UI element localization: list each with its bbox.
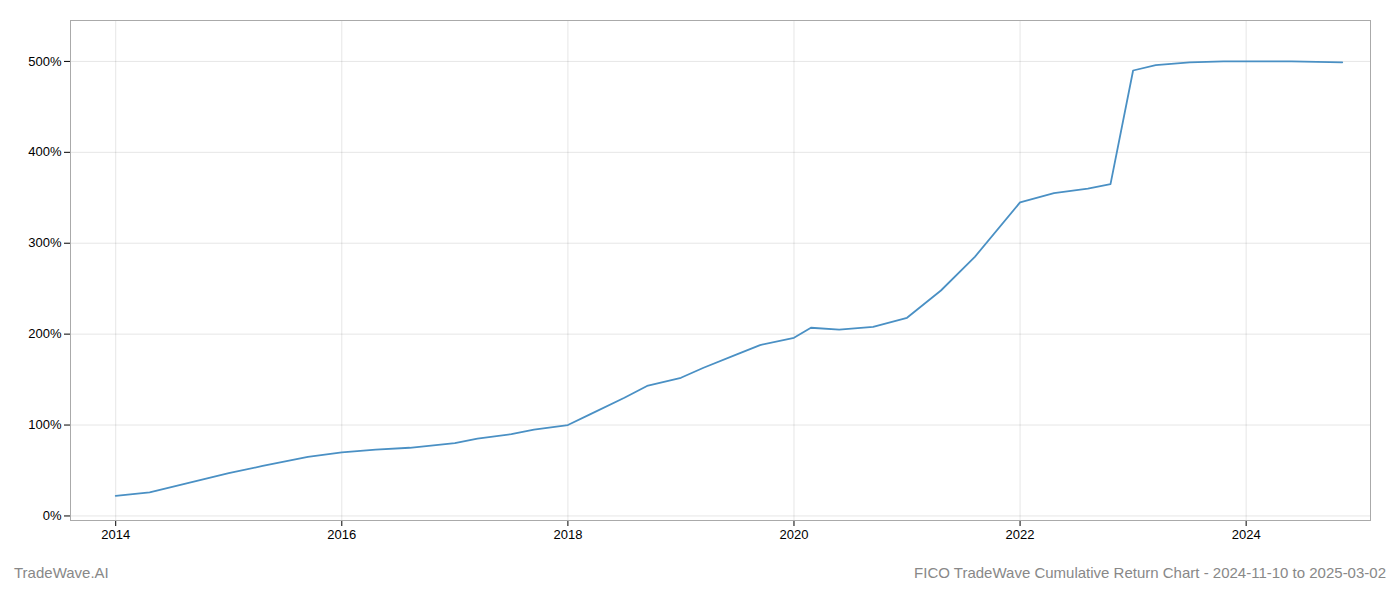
html-text:FICO TradeWave Cumulative Retu: FICO TradeWave Cumulative Return Chart -… <box>914 564 1386 581</box>
svg-text:2022: 2022 <box>1006 527 1035 542</box>
svg-text:2014: 2014 <box>101 527 130 542</box>
svg-text:2020: 2020 <box>780 527 809 542</box>
svg-text:2016: 2016 <box>327 527 356 542</box>
svg-text:2024: 2024 <box>1232 527 1261 542</box>
svg-text:400%: 400% <box>28 144 62 159</box>
svg-text:500%: 500% <box>28 54 62 69</box>
html-text:TradeWave.AI: TradeWave.AI <box>14 564 109 581</box>
svg-text:100%: 100% <box>28 417 62 432</box>
svg-text:300%: 300% <box>28 235 62 250</box>
svg-text:200%: 200% <box>28 326 62 341</box>
svg-text:2018: 2018 <box>553 527 582 542</box>
svg-text:0%: 0% <box>43 508 62 523</box>
